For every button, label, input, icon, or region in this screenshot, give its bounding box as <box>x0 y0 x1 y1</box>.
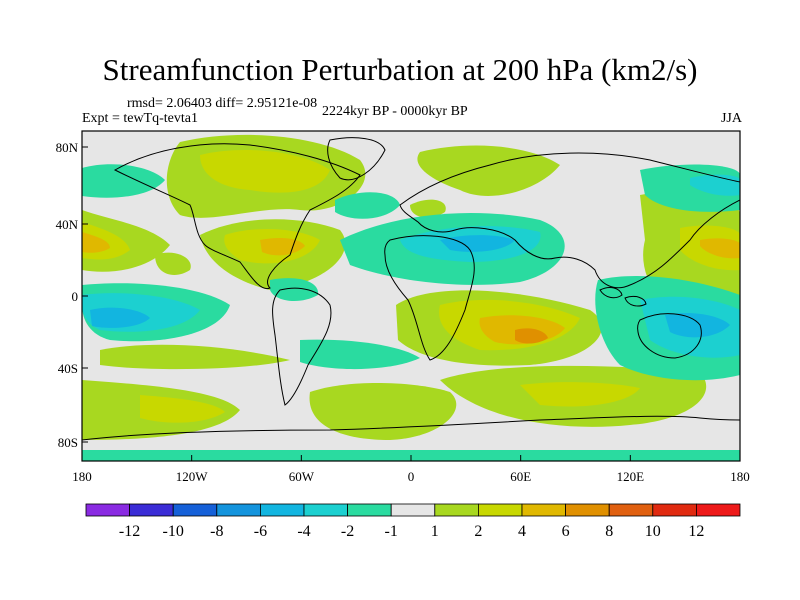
colorbar-swatch <box>696 503 741 517</box>
colorbar-label: -10 <box>163 523 184 540</box>
colorbar-swatch <box>129 503 174 517</box>
colorbar-label: -2 <box>341 523 354 540</box>
colorbar: -12 -10 -8 -6 -4 -2 -1 1 2 4 6 8 10 12 <box>85 503 741 540</box>
lon-tick-label: 60W <box>289 469 315 484</box>
lon-tick-label: 180 <box>730 469 750 484</box>
colorbar-label: 2 <box>474 523 482 540</box>
colorbar-swatch <box>521 503 566 517</box>
colorbar-label: -4 <box>297 523 310 540</box>
colorbar-swatch <box>259 503 305 517</box>
colorbar-swatch <box>216 503 261 517</box>
colorbar-label: 12 <box>688 523 704 540</box>
colorbar-swatch <box>347 503 392 517</box>
colorbar-label: -12 <box>119 523 140 540</box>
contour-field <box>82 131 740 461</box>
colorbar-swatch <box>565 503 610 517</box>
colorbar-swatch <box>85 503 130 517</box>
lon-tick-label: 120E <box>617 469 645 484</box>
lat-tick-label: 0 <box>72 289 79 304</box>
map-axes: 80N 40N 0 40S 80S 180 120W 60W 0 60E 120E 180 <box>56 140 750 484</box>
colorbar-label: 10 <box>645 523 661 540</box>
contour-region <box>90 235 730 338</box>
lon-tick-label: 0 <box>408 469 415 484</box>
contour-region <box>82 174 740 358</box>
colorbar-label: -1 <box>385 523 398 540</box>
colorbar-swatch <box>303 503 348 517</box>
colorbar-label: 1 <box>431 523 439 540</box>
colorbar-swatch <box>477 503 523 517</box>
colorbar-swatch <box>652 503 697 517</box>
lat-tick-label: 40N <box>56 217 79 232</box>
colorbar-swatch <box>390 503 436 517</box>
lat-tick-label: 80N <box>56 140 79 155</box>
experiment-label: Expt = tewTq-tevta1 <box>82 111 198 126</box>
coastlines <box>82 137 740 441</box>
lon-tick-label: 180 <box>72 469 92 484</box>
contour-region <box>515 328 548 344</box>
colorbar-label: -6 <box>254 523 267 540</box>
colorbar-swatch <box>608 503 654 517</box>
colorbar-label: 4 <box>518 523 526 540</box>
colorbar-swatch <box>172 503 218 517</box>
stats-label: rmsd= 2.06403 diff= 2.95121e-08 <box>127 96 318 111</box>
colorbar-label: -8 <box>210 523 223 540</box>
lon-tick-label: 120W <box>176 469 209 484</box>
colorbar-swatch <box>434 503 479 517</box>
colorbar-label: 6 <box>562 523 570 540</box>
lat-tick-label: 40S <box>58 361 78 376</box>
colorbar-label: 8 <box>605 523 613 540</box>
map-title: Streamfunction Perturbation at 200 hPa (… <box>102 52 698 87</box>
lon-tick-label: 60E <box>510 469 531 484</box>
season-label: JJA <box>720 111 742 126</box>
period-label: 2224kyr BP - 0000kyr BP <box>322 104 468 119</box>
lat-tick-label: 80S <box>58 435 78 450</box>
